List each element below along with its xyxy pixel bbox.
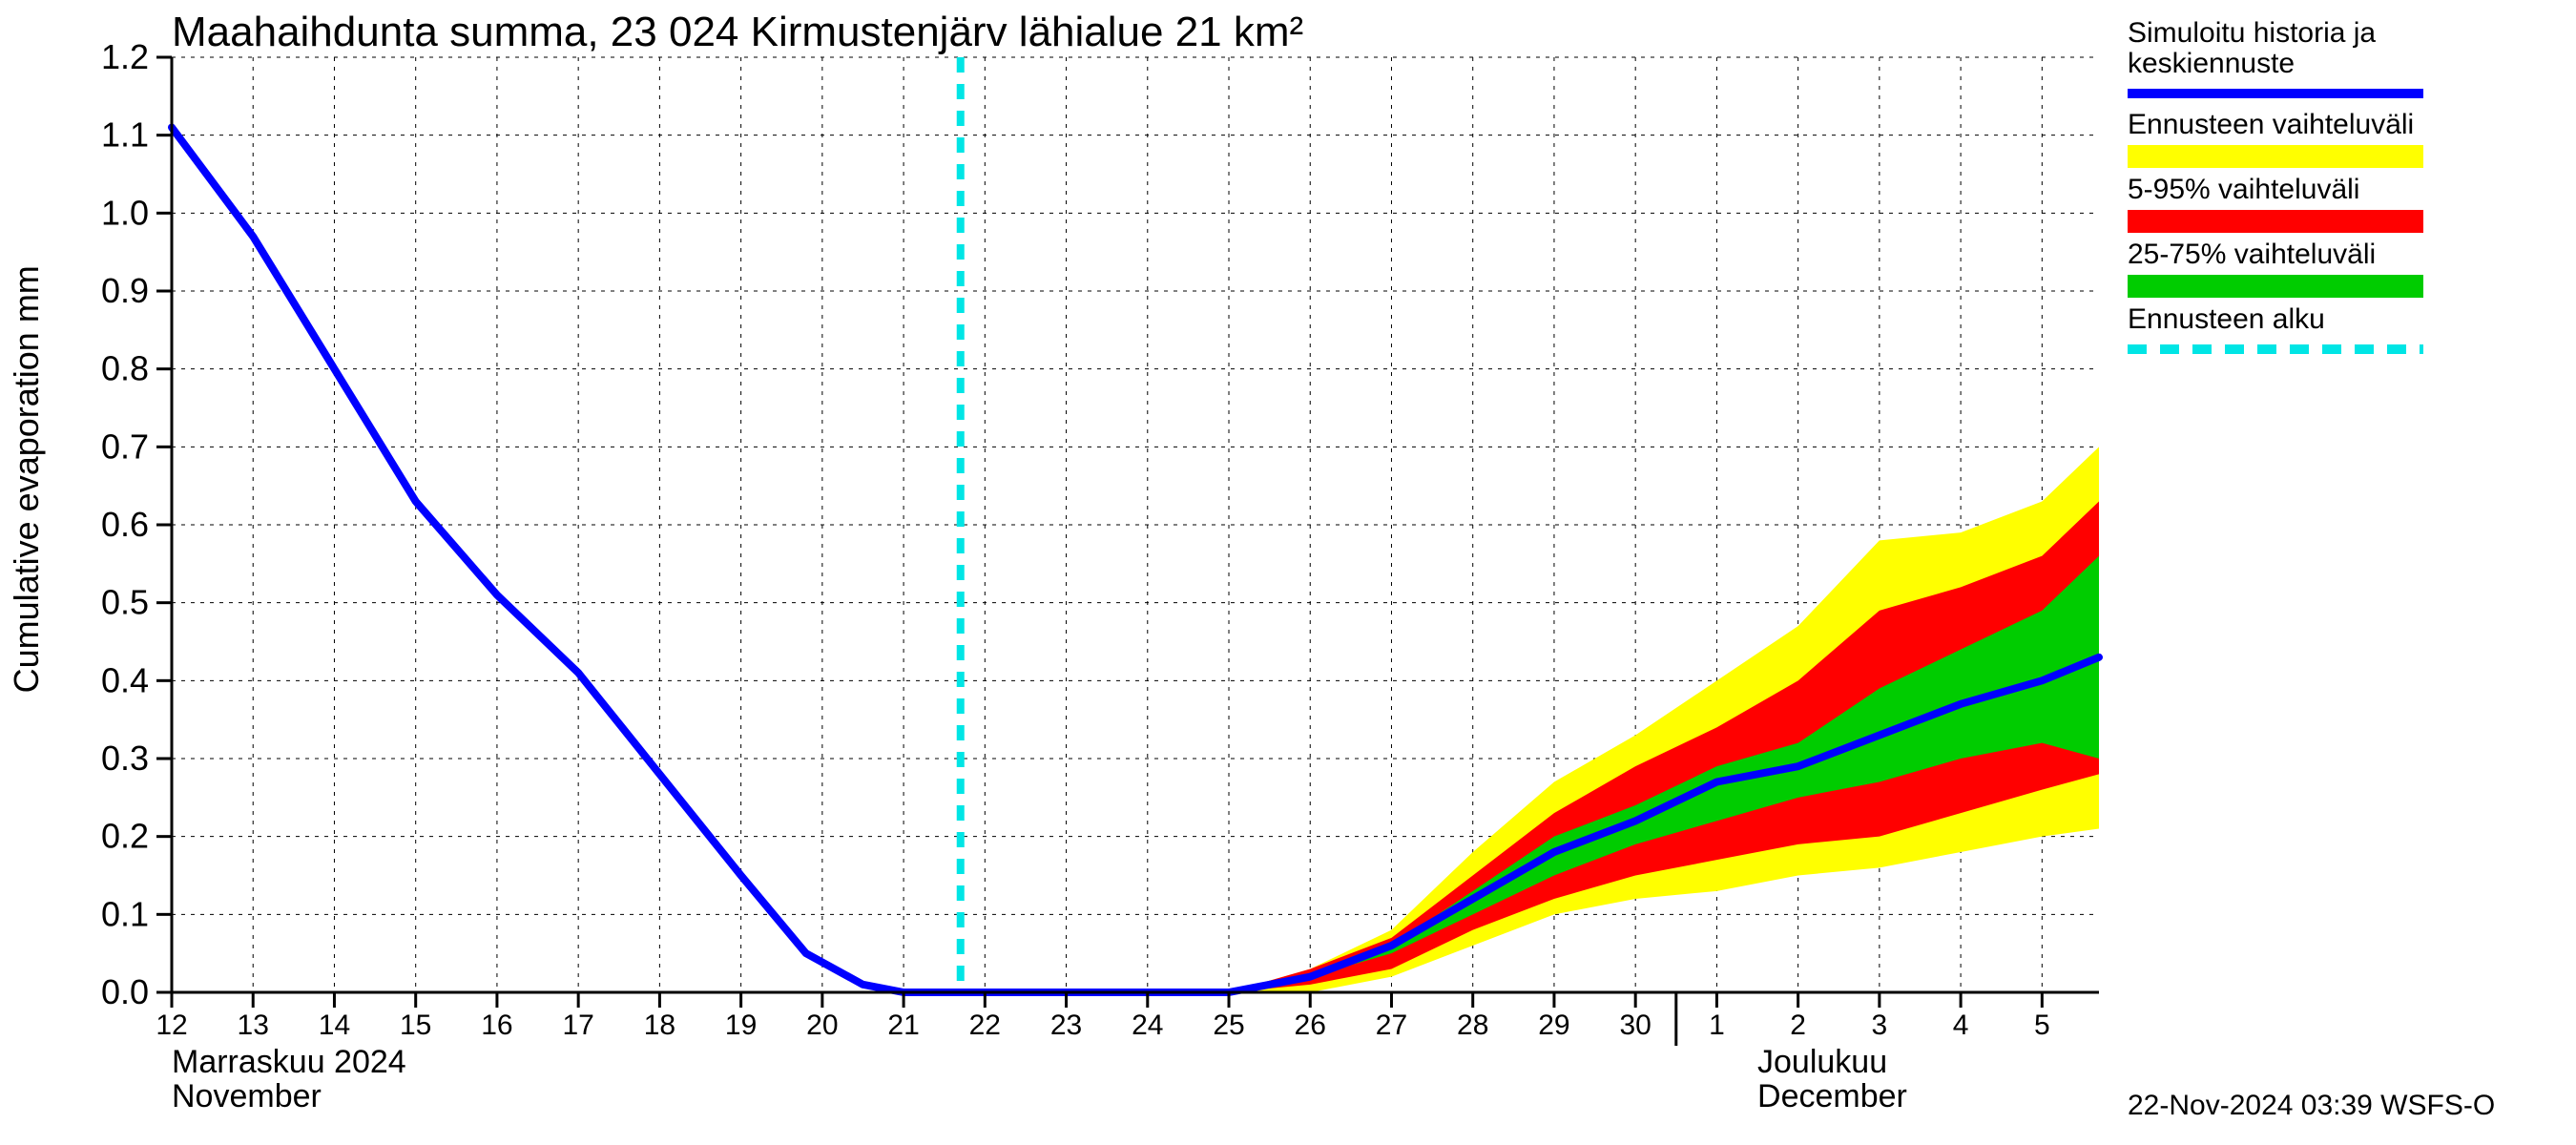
x-tick-label: 18 [644,1010,675,1041]
x-tick-label: 26 [1295,1010,1326,1041]
y-tick-label: 1.1 [101,115,149,155]
legend-label: keskiennuste [2128,48,2295,79]
y-tick-label: 1.2 [101,37,149,76]
y-tick-label: 0.9 [101,271,149,310]
chart-container: Maahaihdunta summa, 23 024 Kirmustenjärv… [0,0,2576,1145]
x-tick-label: 5 [2034,1010,2050,1041]
y-tick-label: 0.8 [101,349,149,388]
chart-svg: Maahaihdunta summa, 23 024 Kirmustenjärv… [0,0,2576,1145]
x-tick-label: 12 [156,1010,187,1041]
x-tick-label: 27 [1376,1010,1407,1041]
legend-label: Ennusteen vaihteluväli [2128,109,2414,140]
x-tick-label: 19 [725,1010,757,1041]
x-tick-label: 30 [1619,1010,1651,1041]
legend-swatch-block [2128,210,2423,233]
x-tick-label: 15 [400,1010,431,1041]
month2-en: December [1757,1078,1907,1114]
x-tick-label: 24 [1132,1010,1163,1041]
y-tick-label: 0.4 [101,660,149,699]
y-tick-label: 0.3 [101,739,149,778]
legend-swatch-block [2128,145,2423,168]
y-tick-label: 0.6 [101,505,149,544]
y-tick-label: 0.5 [101,583,149,622]
chart-title: Maahaihdunta summa, 23 024 Kirmustenjärv… [172,9,1303,55]
y-tick-label: 0.7 [101,427,149,466]
y-tick-label: 0.1 [101,894,149,933]
footer-timestamp: 22-Nov-2024 03:39 WSFS-O [2128,1090,2495,1121]
y-axis-label: Cumulative evaporation mm [7,265,46,693]
x-tick-label: 28 [1457,1010,1488,1041]
x-tick-label: 1 [1709,1010,1725,1041]
legend-swatch-block [2128,275,2423,298]
legend-label: Ennusteen alku [2128,303,2325,335]
x-tick-label: 16 [481,1010,512,1041]
x-tick-label: 3 [1872,1010,1888,1041]
x-tick-label: 23 [1050,1010,1082,1041]
y-tick-label: 0.2 [101,817,149,856]
x-tick-label: 20 [806,1010,838,1041]
x-tick-label: 17 [562,1010,593,1041]
x-tick-label: 25 [1213,1010,1244,1041]
month1-en: November [172,1078,322,1114]
y-tick-label: 1.0 [101,193,149,232]
x-tick-label: 22 [969,1010,1001,1041]
month1-fi: Marraskuu 2024 [172,1044,406,1080]
legend-label: 25-75% vaihteluväli [2128,239,2376,270]
y-tick-label: 0.0 [101,972,149,1011]
x-tick-label: 21 [887,1010,919,1041]
legend-label: 5-95% vaihteluväli [2128,174,2359,205]
legend-label: Simuloitu historia ja [2128,17,2376,49]
x-tick-label: 29 [1538,1010,1569,1041]
month2-fi: Joulukuu [1757,1044,1887,1080]
x-tick-label: 4 [1953,1010,1969,1041]
x-tick-label: 13 [238,1010,269,1041]
x-tick-label: 2 [1790,1010,1806,1041]
x-tick-label: 14 [319,1010,350,1041]
